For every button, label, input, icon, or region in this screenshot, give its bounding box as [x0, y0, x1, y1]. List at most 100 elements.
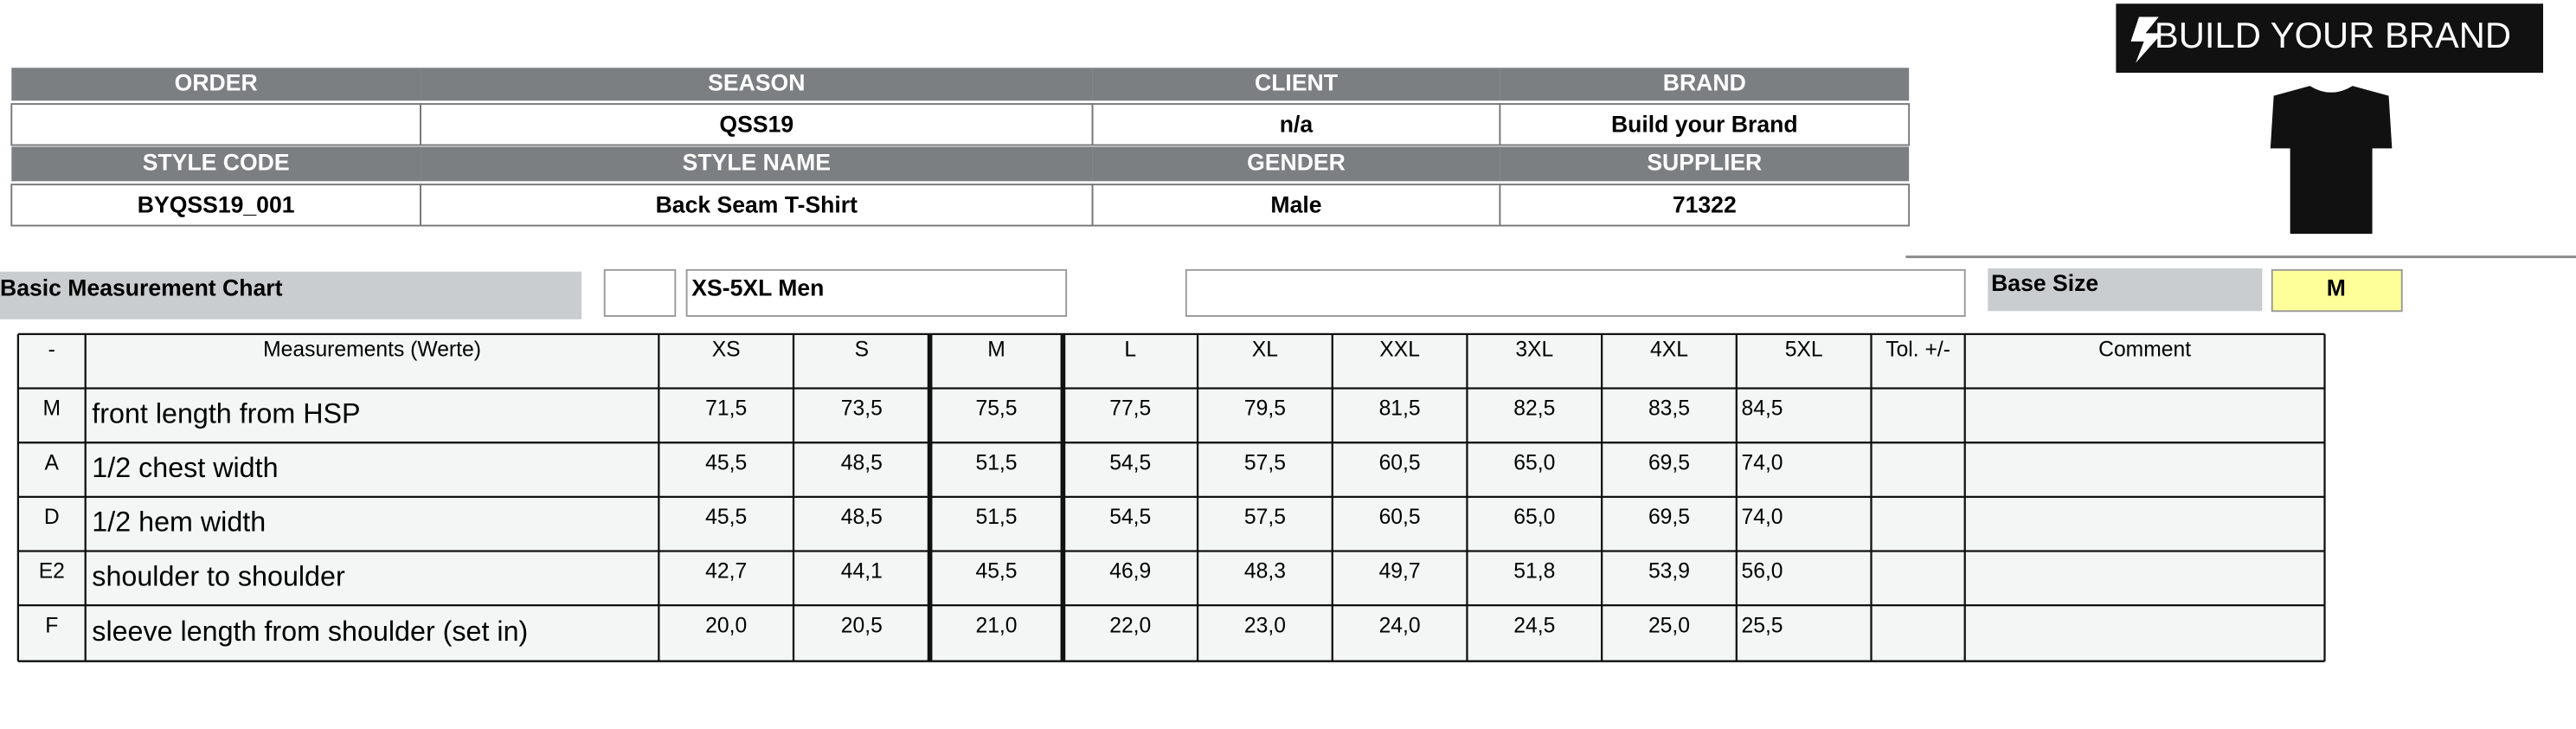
row-code: F [45, 614, 58, 637]
column-header: 5XL [1785, 338, 1823, 361]
cell-value: 57,5 [1244, 506, 1286, 529]
cell-value: 51,8 [1513, 560, 1555, 584]
header-label-cell [421, 146, 1093, 182]
header-label: GENDER [1247, 149, 1346, 175]
cell-value: 65,0 [1513, 451, 1555, 474]
row-code: M [43, 397, 61, 421]
cell-value: 22,0 [1109, 614, 1151, 637]
header-label: STYLE CODE [143, 149, 290, 175]
header-value: QSS19 [719, 112, 793, 138]
column-header: M [987, 338, 1005, 361]
cell-value: 60,5 [1379, 506, 1421, 529]
base-size-label-box [1988, 268, 2263, 312]
cell-value: 53,9 [1648, 560, 1690, 584]
header-value-cell [1499, 103, 1911, 146]
column-header: Tol. +/- [1885, 338, 1950, 361]
row-name: 1/2 hem width [92, 506, 266, 538]
cell-value: 45,5 [705, 451, 747, 474]
cell-value: 24,0 [1379, 614, 1421, 637]
header-label: CLIENT [1255, 69, 1338, 95]
header-label-cell [1092, 68, 1500, 101]
logo-icon [2130, 16, 2162, 63]
header-value-cell [1091, 184, 1501, 227]
column-header: - [48, 338, 55, 361]
row-code: D [44, 506, 60, 529]
cell-value: 54,5 [1109, 506, 1151, 529]
base-size-label: Base Size [1991, 270, 2098, 296]
header-label-cell [11, 146, 421, 182]
column-header: 4XL [1650, 338, 1688, 361]
cell-value: 46,9 [1109, 560, 1151, 584]
cell-value: 81,5 [1379, 397, 1421, 421]
cell-value: 79,5 [1244, 397, 1286, 421]
logo-text: BUILD YOUR BRAND [2155, 15, 2511, 55]
row-name: 1/2 chest width [92, 452, 278, 483]
row-name: front length from HSP [92, 397, 360, 429]
cell-value: 51,5 [975, 506, 1017, 529]
cell-value: 48,3 [1244, 560, 1286, 584]
header-value-cell [1091, 103, 1501, 146]
base-size-box [2271, 268, 2403, 313]
empty-box [603, 268, 677, 317]
cell-value: 21,0 [975, 614, 1017, 637]
chart-title-box [0, 271, 582, 319]
empty-box [1185, 268, 1966, 317]
header-label-cell [1500, 68, 1910, 101]
header-value: Build your Brand [1611, 112, 1798, 138]
cell-value: 74,0 [1742, 451, 1783, 474]
header-label-cell [1092, 146, 1500, 182]
cell-value: 73,5 [841, 397, 883, 421]
header-value-cell [10, 103, 421, 146]
cell-value: 48,5 [841, 451, 883, 474]
header-label: BRAND [1663, 69, 1746, 95]
cell-value: 75,5 [975, 397, 1017, 421]
cell-value: 69,5 [1648, 451, 1690, 474]
size-range: XS-5XL Men [691, 275, 824, 301]
logo-box [2116, 3, 2544, 73]
header-value: Back Seam T-Shirt [656, 192, 858, 218]
header-value-cell [1499, 184, 1911, 227]
header-label: STYLE NAME [683, 149, 831, 175]
header-label-cell [1500, 146, 1910, 182]
cell-value: 45,5 [705, 506, 747, 529]
chart-title: Basic Measurement Chart [0, 275, 283, 301]
size-range-box [685, 268, 1068, 317]
tshirt-icon [2270, 86, 2393, 235]
header-label-cell [421, 68, 1093, 101]
header-label: SUPPLIER [1647, 149, 1762, 175]
cell-value: 45,5 [975, 560, 1017, 584]
column-header: XL [1252, 338, 1278, 361]
column-header: XXL [1379, 338, 1420, 361]
cell-value: 25,5 [1742, 614, 1783, 637]
cell-value: 20,0 [705, 614, 747, 637]
cell-value: 71,5 [705, 397, 747, 421]
cell-value: 69,5 [1648, 506, 1690, 529]
cell-value: 23,0 [1244, 614, 1286, 637]
column-header: S [855, 338, 869, 361]
header-value: 71322 [1673, 192, 1737, 218]
row-name: sleeve length from shoulder (set in) [92, 616, 528, 647]
cell-value: 24,5 [1513, 614, 1555, 637]
row-code: A [45, 451, 60, 474]
header-value: BYQSS19_001 [138, 192, 295, 218]
cell-value: 56,0 [1742, 560, 1783, 584]
cell-value: 25,0 [1648, 614, 1690, 637]
header-label: ORDER [175, 69, 258, 95]
cell-value: 84,5 [1742, 397, 1783, 421]
cell-value: 42,7 [705, 560, 747, 584]
cell-value: 82,5 [1513, 397, 1555, 421]
cell-value: 83,5 [1648, 397, 1690, 421]
row-code: E2 [39, 560, 65, 584]
cell-value: 74,0 [1742, 506, 1783, 529]
cell-value: 57,5 [1244, 451, 1286, 474]
cell-value: 60,5 [1379, 451, 1421, 474]
header-value: Male [1270, 192, 1321, 218]
header-label: SEASON [708, 69, 805, 95]
column-header: Comment [2098, 338, 2191, 361]
cell-value: 77,5 [1109, 397, 1151, 421]
header-value: n/a [1280, 112, 1314, 138]
base-size: M [2327, 275, 2346, 301]
